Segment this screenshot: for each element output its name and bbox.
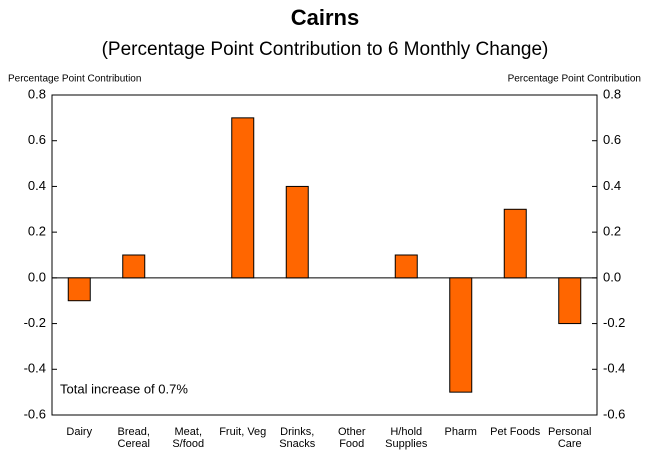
y-tick-label: 0.8 <box>28 86 46 101</box>
bar <box>558 277 582 325</box>
y-tick-label: -0.4 <box>24 361 46 376</box>
x-tick-label: Pharm <box>445 426 477 438</box>
x-tick-label: Bread, Cereal <box>118 426 150 450</box>
bar <box>231 117 255 279</box>
y-tick-label: 0.2 <box>28 224 46 239</box>
x-tick-label: Dairy <box>66 426 92 438</box>
x-tick-label: Meat, S/food <box>172 426 204 450</box>
x-tick-label: Fruit, Veg <box>219 426 266 438</box>
x-tick-label: Personal Care <box>548 426 591 450</box>
y-tick-label: -0.6 <box>24 406 46 421</box>
plot-frame <box>51 94 598 416</box>
chart-title: Cairns <box>291 5 359 30</box>
y2-tick-label: 0.0 <box>603 269 621 284</box>
y2-tick-label: 0.8 <box>603 86 621 101</box>
x-tick-label: Other Food <box>338 426 366 450</box>
y-tick-label: 0.6 <box>28 132 46 147</box>
y2-tick-label: 0.4 <box>603 178 621 193</box>
bar <box>449 277 473 393</box>
y2-tick-label: -0.2 <box>603 315 625 330</box>
y-tick-label: -0.2 <box>24 315 46 330</box>
y2-axis-label: Percentage Point Contribution <box>508 74 641 85</box>
bar <box>67 277 91 302</box>
y2-tick-label: 0.2 <box>603 224 621 239</box>
x-tick-label: Pet Foods <box>490 426 541 438</box>
y-axis-label: Percentage Point Contribution <box>8 74 141 85</box>
bar <box>394 254 418 279</box>
bar <box>122 254 146 279</box>
annotation: Total increase of 0.7% <box>60 381 188 396</box>
bar <box>503 208 527 279</box>
y2-tick-label: -0.4 <box>603 361 625 376</box>
y-tick-label: 0.0 <box>28 269 46 284</box>
x-tick-label: Drinks, Snacks <box>279 426 316 450</box>
y2-tick-label: 0.6 <box>603 132 621 147</box>
y2-tick-label: -0.6 <box>603 406 625 421</box>
chart-subtitle: (Percentage Point Contribution to 6 Mont… <box>102 39 549 60</box>
y-tick-label: 0.4 <box>28 178 46 193</box>
bar <box>285 185 309 279</box>
x-tick-label: H/hold Supplies <box>385 426 428 450</box>
